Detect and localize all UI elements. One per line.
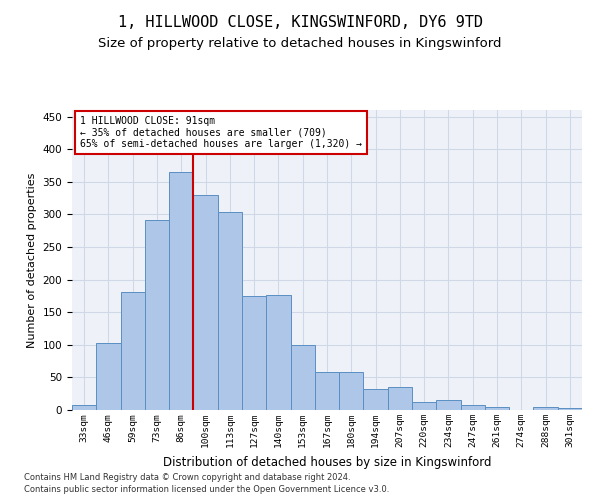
- Bar: [364, 389, 388, 410]
- Bar: [485, 406, 509, 410]
- Bar: [96, 344, 121, 410]
- Text: Size of property relative to detached houses in Kingswinford: Size of property relative to detached ho…: [98, 38, 502, 51]
- Text: Contains public sector information licensed under the Open Government Licence v3: Contains public sector information licen…: [24, 485, 389, 494]
- Y-axis label: Number of detached properties: Number of detached properties: [27, 172, 37, 348]
- X-axis label: Distribution of detached houses by size in Kingswinford: Distribution of detached houses by size …: [163, 456, 491, 468]
- Bar: [290, 345, 315, 410]
- Bar: [193, 195, 218, 410]
- Text: Contains HM Land Registry data © Crown copyright and database right 2024.: Contains HM Land Registry data © Crown c…: [24, 474, 350, 482]
- Bar: [315, 372, 339, 410]
- Bar: [558, 408, 582, 410]
- Bar: [461, 405, 485, 410]
- Bar: [388, 387, 412, 410]
- Bar: [145, 220, 169, 410]
- Bar: [533, 406, 558, 410]
- Bar: [266, 295, 290, 410]
- Bar: [242, 296, 266, 410]
- Bar: [169, 172, 193, 410]
- Bar: [339, 372, 364, 410]
- Bar: [121, 292, 145, 410]
- Bar: [436, 400, 461, 410]
- Bar: [72, 406, 96, 410]
- Text: 1 HILLWOOD CLOSE: 91sqm
← 35% of detached houses are smaller (709)
65% of semi-d: 1 HILLWOOD CLOSE: 91sqm ← 35% of detache…: [80, 116, 362, 149]
- Bar: [412, 402, 436, 410]
- Bar: [218, 212, 242, 410]
- Text: 1, HILLWOOD CLOSE, KINGSWINFORD, DY6 9TD: 1, HILLWOOD CLOSE, KINGSWINFORD, DY6 9TD: [118, 15, 482, 30]
